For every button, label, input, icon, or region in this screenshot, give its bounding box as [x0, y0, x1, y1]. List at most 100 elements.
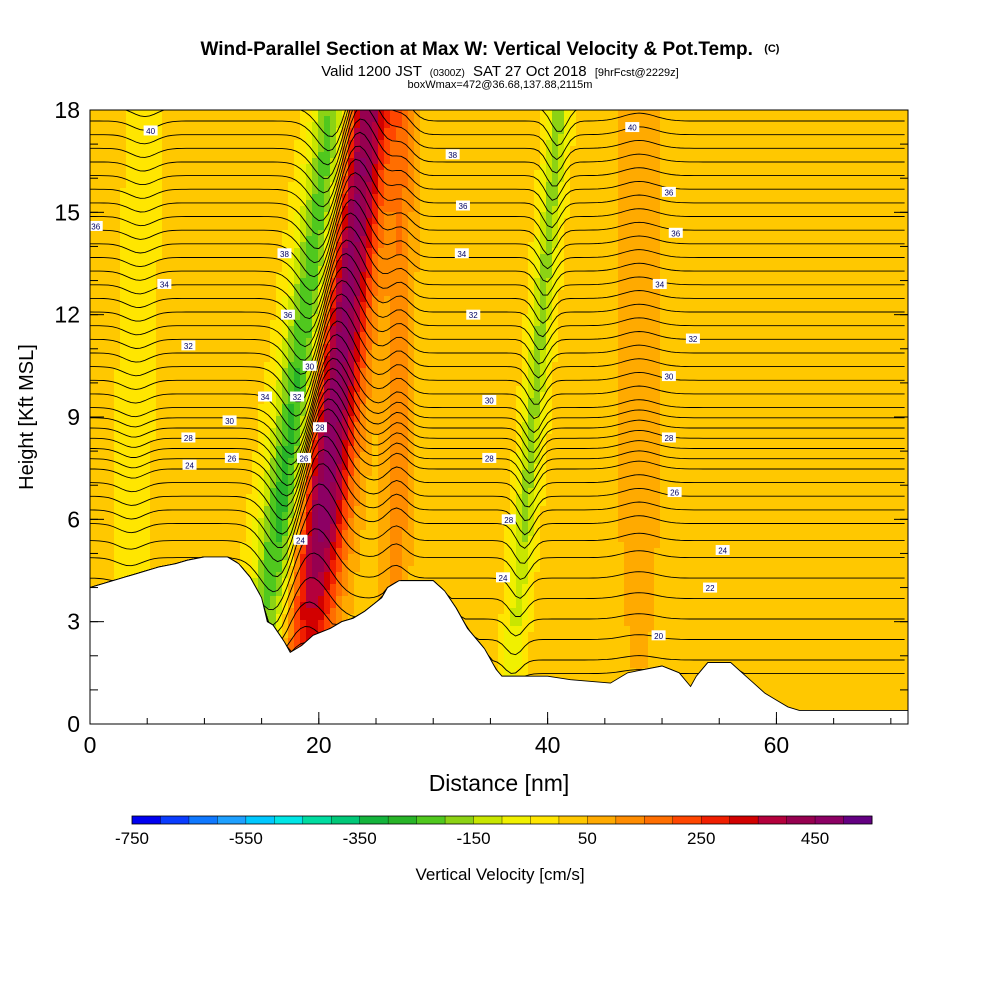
velocity-cell	[354, 332, 361, 339]
velocity-cell	[294, 590, 301, 597]
velocity-cell	[246, 272, 253, 279]
velocity-cell	[354, 302, 361, 309]
velocity-cell	[144, 446, 151, 453]
velocity-cell	[162, 230, 169, 237]
velocity-cell	[270, 140, 277, 147]
velocity-cell	[216, 446, 223, 453]
velocity-cell	[96, 398, 103, 405]
velocity-cell	[186, 272, 193, 279]
velocity-cell	[180, 302, 187, 309]
velocity-cell	[288, 230, 295, 237]
velocity-cell	[342, 170, 349, 177]
velocity-cell	[360, 152, 367, 159]
velocity-cell	[330, 428, 337, 435]
velocity-cell	[156, 206, 163, 213]
velocity-cell	[372, 506, 379, 513]
velocity-cell	[324, 548, 331, 555]
velocity-cell	[252, 242, 259, 249]
velocity-cell	[102, 302, 109, 309]
velocity-cell	[312, 368, 319, 375]
velocity-cell	[126, 548, 133, 555]
velocity-cell	[240, 554, 247, 561]
velocity-cell	[246, 386, 253, 393]
velocity-cell	[96, 452, 103, 459]
velocity-cell	[378, 278, 385, 285]
velocity-cell	[216, 470, 223, 477]
velocity-cell	[306, 188, 313, 195]
velocity-cell	[270, 164, 277, 171]
velocity-cell	[180, 326, 187, 333]
velocity-cell	[210, 494, 217, 501]
velocity-cell	[126, 416, 133, 423]
velocity-cell	[126, 386, 133, 393]
velocity-cell	[228, 338, 235, 345]
velocity-cell	[198, 464, 205, 471]
velocity-cell	[198, 458, 205, 465]
velocity-cell	[312, 524, 319, 531]
velocity-cell	[270, 548, 277, 555]
velocity-cell	[234, 266, 241, 273]
velocity-cell	[312, 614, 319, 621]
velocity-cell	[276, 290, 283, 297]
velocity-cell	[162, 542, 169, 549]
velocity-cell	[132, 206, 139, 213]
velocity-cell	[228, 206, 235, 213]
velocity-cell	[216, 326, 223, 333]
velocity-cell	[258, 110, 265, 117]
velocity-cell	[366, 584, 373, 591]
velocity-cell	[114, 152, 121, 159]
velocity-cell	[294, 530, 301, 537]
velocity-cell	[258, 422, 265, 429]
velocity-cell	[336, 476, 343, 483]
velocity-cell	[222, 380, 229, 387]
velocity-cell	[186, 392, 193, 399]
velocity-cell	[294, 260, 301, 267]
velocity-cell	[198, 260, 205, 267]
velocity-cell	[252, 428, 259, 435]
velocity-cell	[246, 428, 253, 435]
velocity-cell	[312, 512, 319, 519]
velocity-cell	[114, 254, 121, 261]
velocity-cell	[174, 512, 181, 519]
velocity-cell	[198, 116, 205, 123]
velocity-cell	[114, 446, 121, 453]
velocity-cell	[180, 140, 187, 147]
velocity-cell	[258, 176, 265, 183]
velocity-cell	[120, 206, 127, 213]
velocity-cell	[264, 158, 271, 165]
velocity-cell	[222, 500, 229, 507]
velocity-cell	[342, 470, 349, 477]
velocity-cell	[288, 374, 295, 381]
velocity-cell	[288, 242, 295, 249]
velocity-cell	[300, 626, 307, 633]
velocity-cell	[258, 134, 265, 141]
velocity-cell	[168, 440, 175, 447]
velocity-cell	[378, 236, 385, 243]
velocity-cell	[186, 518, 193, 525]
velocity-cell	[120, 392, 127, 399]
velocity-cell	[120, 560, 127, 567]
velocity-cell	[204, 248, 211, 255]
velocity-cell	[354, 494, 361, 501]
velocity-cell	[108, 338, 115, 345]
velocity-cell	[156, 464, 163, 471]
velocity-cell	[162, 560, 169, 567]
velocity-cell	[126, 542, 133, 549]
velocity-cell	[156, 476, 163, 483]
velocity-cell	[126, 428, 133, 435]
velocity-cell	[306, 560, 313, 567]
velocity-cell	[102, 284, 109, 291]
velocity-cell	[192, 500, 199, 507]
velocity-cell	[246, 356, 253, 363]
velocity-cell	[216, 500, 223, 507]
velocity-cell	[216, 260, 223, 267]
velocity-cell	[198, 452, 205, 459]
velocity-cell	[366, 248, 373, 255]
velocity-cell	[102, 512, 109, 519]
velocity-cell	[234, 500, 241, 507]
velocity-cell	[120, 140, 127, 147]
velocity-cell	[300, 332, 307, 339]
velocity-cell	[204, 290, 211, 297]
velocity-cell	[372, 296, 379, 303]
velocity-cell	[348, 494, 355, 501]
